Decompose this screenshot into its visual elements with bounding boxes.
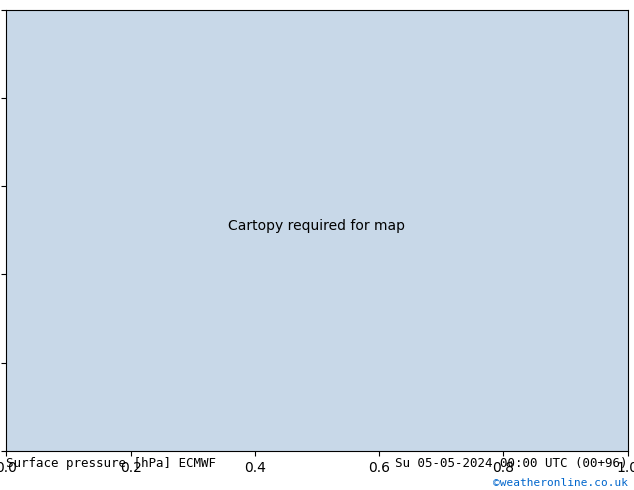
Text: Cartopy required for map: Cartopy required for map bbox=[228, 220, 406, 233]
Text: Su 05-05-2024 00:00 UTC (00+96): Su 05-05-2024 00:00 UTC (00+96) bbox=[395, 457, 628, 470]
Text: Surface pressure [hPa] ECMWF: Surface pressure [hPa] ECMWF bbox=[6, 457, 216, 470]
Text: ©weatheronline.co.uk: ©weatheronline.co.uk bbox=[493, 478, 628, 488]
